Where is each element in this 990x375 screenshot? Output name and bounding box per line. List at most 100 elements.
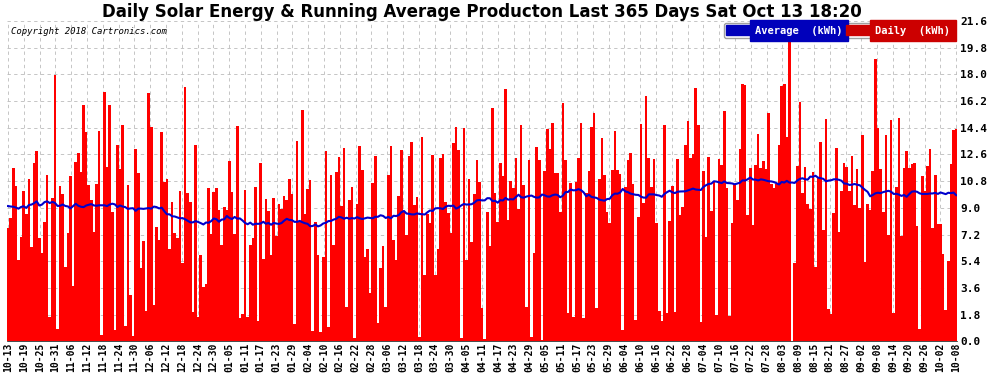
Bar (903, 168, 905, 342)
Bar (7, 228, 9, 342)
Bar (77, 153, 79, 342)
Bar (358, 146, 361, 342)
Bar (291, 194, 293, 342)
Bar (796, 166, 799, 342)
Bar (473, 194, 475, 342)
Bar (746, 215, 749, 342)
Bar (36, 151, 38, 342)
Bar (132, 336, 135, 342)
Bar (353, 338, 355, 342)
Bar (218, 210, 221, 342)
Bar (421, 136, 424, 342)
Bar (49, 318, 51, 342)
Bar (710, 210, 713, 342)
Bar (494, 194, 496, 342)
Bar (491, 108, 494, 342)
Bar (908, 168, 911, 342)
Bar (616, 170, 619, 342)
Bar (830, 314, 833, 342)
Bar (437, 249, 440, 342)
Bar (12, 168, 15, 342)
Bar (566, 313, 569, 342)
Bar (929, 148, 932, 342)
Bar (181, 263, 184, 342)
Bar (949, 164, 952, 342)
Bar (611, 170, 614, 342)
Bar (590, 127, 593, 342)
Bar (194, 145, 197, 342)
Bar (665, 313, 668, 342)
Bar (877, 128, 879, 342)
Bar (90, 200, 93, 342)
Bar (718, 159, 721, 342)
Bar (270, 255, 272, 342)
Bar (734, 183, 736, 342)
Bar (33, 163, 36, 342)
Bar (913, 164, 916, 342)
Bar (799, 102, 801, 342)
Bar (499, 163, 502, 342)
Bar (548, 148, 551, 342)
Bar (749, 168, 751, 342)
Bar (533, 253, 536, 342)
Bar (684, 146, 686, 342)
Bar (817, 177, 820, 342)
Bar (671, 186, 673, 342)
Bar (603, 174, 606, 342)
Bar (663, 125, 665, 342)
Bar (371, 183, 374, 342)
Bar (556, 173, 559, 342)
Bar (314, 222, 317, 342)
Bar (845, 167, 848, 342)
Bar (545, 129, 548, 342)
Bar (173, 233, 176, 342)
Bar (523, 185, 525, 342)
Bar (676, 159, 679, 342)
Bar (387, 175, 390, 342)
Bar (679, 216, 681, 342)
Bar (731, 223, 734, 342)
Bar (871, 171, 874, 342)
Bar (952, 130, 954, 342)
Bar (700, 322, 702, 342)
Bar (721, 165, 723, 342)
Bar (927, 166, 929, 342)
Bar (483, 339, 486, 342)
Bar (947, 261, 949, 342)
Bar (762, 161, 764, 342)
Bar (411, 142, 413, 342)
Bar (861, 135, 863, 342)
Bar (432, 155, 434, 342)
Bar (890, 120, 892, 342)
Bar (460, 338, 462, 342)
Bar (350, 187, 353, 342)
Bar (400, 150, 403, 342)
Bar (44, 222, 46, 342)
Bar (580, 123, 582, 342)
Bar (152, 305, 155, 342)
Bar (643, 203, 644, 342)
Bar (856, 169, 858, 342)
Bar (569, 183, 572, 342)
Bar (457, 150, 460, 342)
Bar (793, 263, 796, 342)
Bar (207, 189, 210, 342)
Bar (58, 186, 61, 342)
Bar (759, 168, 762, 342)
Bar (919, 329, 921, 342)
Bar (804, 167, 807, 342)
Bar (536, 147, 539, 342)
Bar (582, 318, 585, 342)
Bar (544, 171, 545, 342)
Bar (723, 111, 726, 342)
Bar (129, 296, 132, 342)
Bar (140, 268, 143, 342)
Bar (150, 127, 152, 342)
Bar (74, 162, 77, 342)
Bar (124, 326, 127, 342)
Bar (127, 185, 129, 342)
Bar (708, 157, 710, 342)
Bar (171, 202, 173, 342)
Bar (267, 211, 270, 342)
Bar (390, 146, 392, 342)
